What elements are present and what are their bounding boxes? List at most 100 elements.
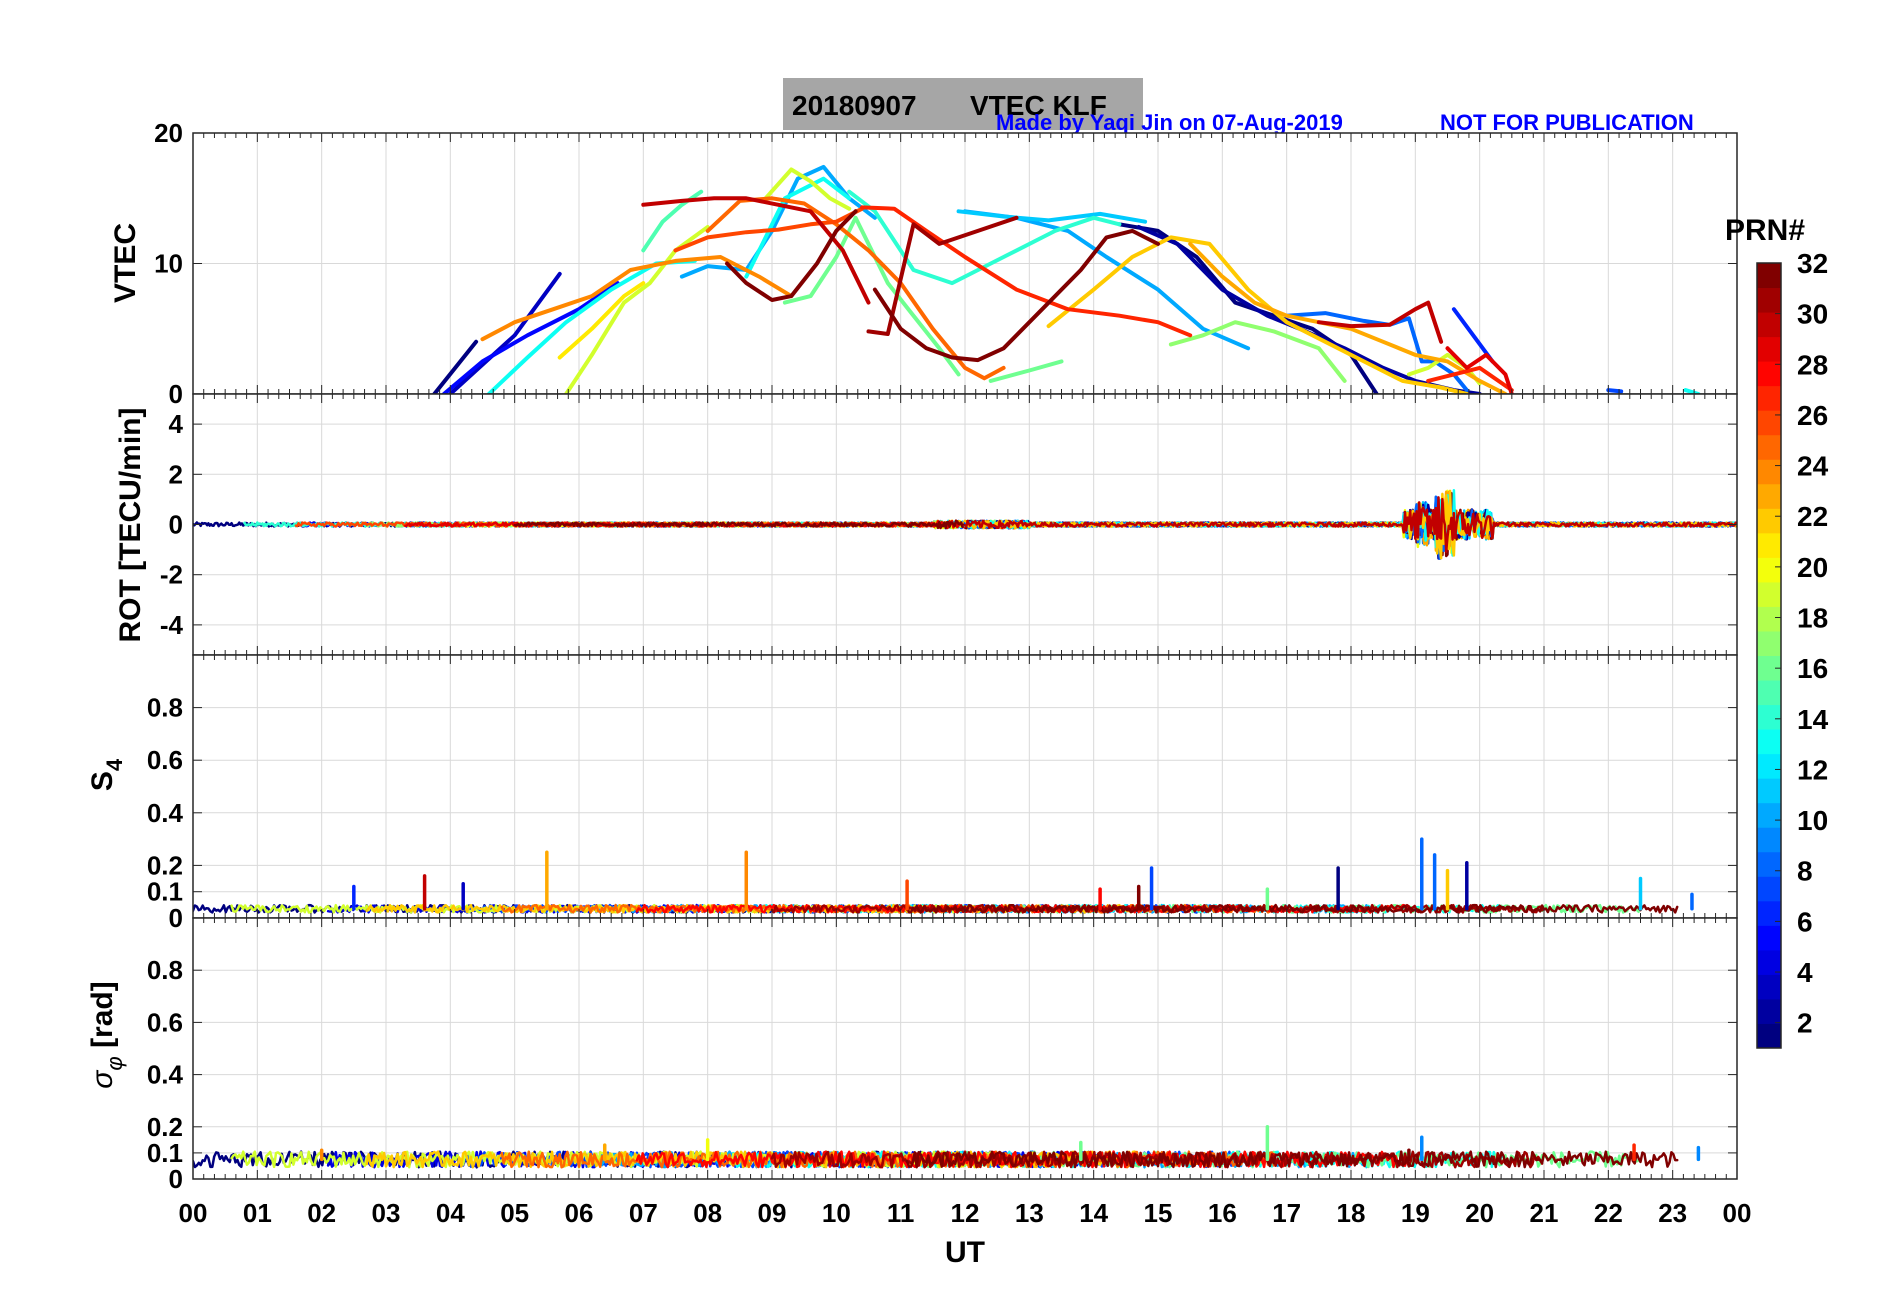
colorbar-swatch-9 (1757, 827, 1781, 853)
vtec-trace-prn-14 (847, 189, 1122, 286)
colorbar-tick-label: 26 (1797, 400, 1828, 431)
credit-notice: NOT FOR PUBLICATION (1440, 110, 1694, 135)
colorbar-swatch-13 (1757, 729, 1781, 755)
x-tick-label: 13 (1015, 1198, 1044, 1228)
colorbar-swatch-21 (1757, 532, 1781, 558)
vtec-trace-prn-31 (866, 215, 1019, 336)
s4-ytick-label: 0.8 (147, 693, 183, 723)
colorbar-swatch-29 (1757, 336, 1781, 362)
vtec-trace-prn-25 (705, 196, 1006, 381)
colorbar-tick-label: 12 (1797, 754, 1828, 785)
s4-ylabel: S4 (86, 758, 127, 791)
colorbar-swatch-5 (1757, 925, 1781, 951)
vtec-trace-prn-1 (432, 339, 479, 394)
title-box (783, 78, 1143, 130)
vtec-ytick-label: 20 (154, 118, 183, 148)
x-tick-label: 20 (1465, 1198, 1494, 1228)
colorbar-swatch-7 (1757, 876, 1781, 902)
x-tick-label: 00 (179, 1198, 208, 1228)
title-date: 20180907 (792, 90, 917, 121)
rot-ytick-label: -4 (160, 610, 184, 640)
vtec-trace-prn-24 (480, 255, 794, 342)
vtec-trace-prn-11 (956, 209, 1148, 224)
colorbar-tick-label: 10 (1797, 805, 1828, 836)
x-tick-label: 16 (1208, 1198, 1237, 1228)
rot-ytick-label: 4 (169, 409, 184, 439)
rot-ylabel: ROT [TECU/min] (114, 408, 147, 643)
x-tick-label: 23 (1658, 1198, 1687, 1228)
vtec-trace-prn-3 (448, 271, 562, 394)
x-tick-label: 14 (1079, 1198, 1108, 1228)
x-tick-label: 02 (307, 1198, 336, 1228)
colorbar-swatch-10 (1757, 802, 1781, 828)
sigma-phi-ytick-label: 0.2 (147, 1112, 183, 1142)
colorbar-swatch-24 (1757, 459, 1781, 485)
vtec-trace-prn-8 (1284, 311, 1469, 393)
x-tick-labels: 00 01 02 03 04 05 06 07 08 09 10 11 12 13 14 15 16 17 18 19… (179, 1198, 1752, 1228)
x-tick-label: 09 (758, 1198, 787, 1228)
sigma-phi-ytick-label: 0.4 (147, 1060, 184, 1090)
s4-ytick-label: 0 (169, 903, 183, 933)
colorbar-swatch-27 (1757, 385, 1781, 411)
colorbar-swatch-1 (1757, 1023, 1781, 1049)
s4-ytick-label: 0.6 (147, 745, 183, 775)
colorbar-swatch-20 (1757, 557, 1781, 583)
vtec-trace-prn-27 (1426, 365, 1514, 393)
colorbar-swatch-3 (1757, 974, 1781, 1000)
vtec-trace-prn-30 (1316, 300, 1444, 344)
rot-ytick-label: 0 (169, 510, 183, 540)
colorbar-swatch-15 (1757, 680, 1781, 706)
vtec-trace-prn-32 (725, 209, 858, 302)
colorbar-swatch-4 (1757, 949, 1781, 975)
colorbar-swatch-18 (1757, 606, 1781, 632)
colorbar-swatch-17 (1757, 630, 1781, 656)
colorbar-swatch-6 (1757, 900, 1781, 926)
x-tick-label: 06 (565, 1198, 594, 1228)
x-tick-label: 15 (1144, 1198, 1173, 1228)
rot-ytick-label: 2 (169, 459, 183, 489)
panel-s4: 00.10.2 0.4 0.6 0.8 (147, 654, 1738, 933)
s4-ytick-label: 0.4 (147, 798, 184, 828)
colorbar-tick-label: 20 (1797, 552, 1828, 583)
sigma-phi-ylabel: σφ [rad] (86, 981, 127, 1088)
colorbar-tick-label: 28 (1797, 349, 1828, 380)
colorbar-tick-label: 8 (1797, 856, 1813, 887)
s4-ytick-label: 0.1 (147, 877, 183, 907)
rot-ytick-label: -2 (160, 560, 183, 590)
x-tick-label: 12 (951, 1198, 980, 1228)
colorbar-swatch-31 (1757, 287, 1781, 313)
x-tick-label: 19 (1401, 1198, 1430, 1228)
colorbar-tick-label: 32 (1797, 248, 1828, 279)
sigma-phi-ytick-label: 0 (169, 1164, 183, 1194)
x-tick-label: 18 (1337, 1198, 1366, 1228)
colorbar-swatch-8 (1757, 851, 1781, 877)
colorbar-swatch-2 (1757, 998, 1781, 1024)
colorbar-swatch-26 (1757, 410, 1781, 436)
colorbar-swatch-12 (1757, 753, 1781, 779)
x-tick-label: 03 (372, 1198, 401, 1228)
x-tick-label: 00 (1723, 1198, 1752, 1228)
vtec-trace-prn-6 (1451, 307, 1495, 364)
vtec-trace-prn-23 (1188, 241, 1508, 394)
colorbar-swatch-19 (1757, 581, 1781, 607)
x-tick-label: 07 (629, 1198, 658, 1228)
x-tick-label: 08 (693, 1198, 722, 1228)
colorbar-swatch-14 (1757, 704, 1781, 730)
x-tick-label: 21 (1530, 1198, 1559, 1228)
vtec-trace-prn-21 (557, 281, 646, 360)
colorbar-tick-label: 14 (1797, 704, 1829, 735)
colorbar-swatch-23 (1757, 483, 1781, 509)
sigma-phi-trace-prn-32 (905, 1150, 1679, 1169)
colorbar-tick-label: 16 (1797, 653, 1828, 684)
colorbar-tick-label: 2 (1797, 1008, 1813, 1039)
x-axis-label: UT (945, 1236, 985, 1269)
x-tick-label: 01 (243, 1198, 272, 1228)
vtec-trace-prn-13 (744, 176, 852, 279)
vtec-ylabel: VTEC (109, 223, 142, 303)
vtec-trace-prn-26 (673, 206, 865, 253)
vtec-trace-prn-17 (1168, 320, 1347, 383)
sigma-phi-ytick-label: 0.6 (147, 1007, 183, 1037)
s4-ytick-label: 0.2 (147, 850, 183, 880)
colorbar-swatch-25 (1757, 434, 1781, 460)
